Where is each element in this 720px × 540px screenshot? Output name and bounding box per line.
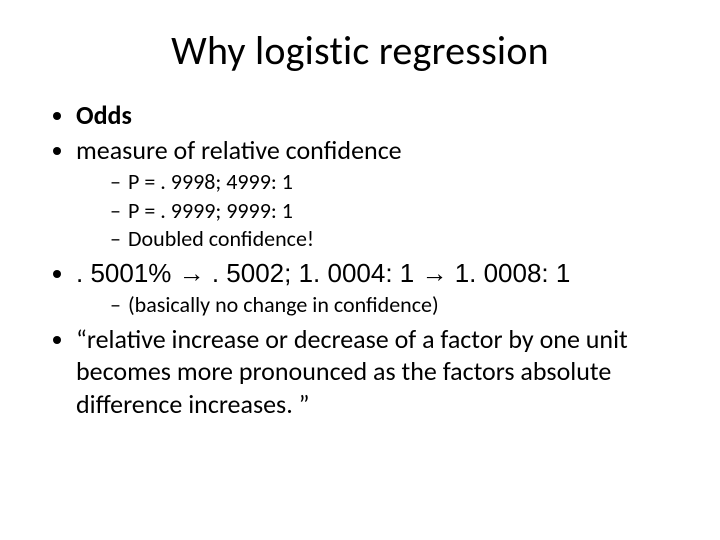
bullet-list: Odds measure of relative confidence P = … bbox=[40, 99, 680, 420]
bullet-text: Odds bbox=[76, 99, 132, 131]
sub-list-example: (basically no change in confidence) bbox=[76, 291, 680, 319]
slide: Why logistic regression Odds measure of … bbox=[0, 0, 720, 540]
bullet-quote: “relative increase or decrease of a fact… bbox=[76, 323, 680, 421]
bullet-measure: measure of relative confidence P = . 999… bbox=[76, 134, 680, 253]
sub-text: (basically no change in confidence) bbox=[128, 291, 439, 318]
sub-bullet: (basically no change in confidence) bbox=[110, 291, 680, 319]
bullet-example: . 5001% → . 5002; 1. 0004: 1 → 1. 0008: … bbox=[76, 257, 680, 319]
bullet-text: . 5001% → . 5002; 1. 0004: 1 → 1. 0008: … bbox=[76, 258, 570, 288]
sub-text: P = . 9999; 9999: 1 bbox=[128, 197, 293, 224]
bullet-text: “relative increase or decrease of a fact… bbox=[76, 323, 628, 420]
sub-bullet: P = . 9999; 9999: 1 bbox=[110, 197, 680, 225]
sub-bullet: P = . 9998; 4999: 1 bbox=[110, 168, 680, 196]
bullet-text: measure of relative confidence bbox=[76, 134, 402, 166]
sub-text: P = . 9998; 4999: 1 bbox=[128, 168, 293, 195]
slide-title: Why logistic regression bbox=[40, 26, 680, 75]
sub-list-measure: P = . 9998; 4999: 1 P = . 9999; 9999: 1 … bbox=[76, 168, 680, 253]
bullet-odds: Odds bbox=[76, 99, 680, 132]
sub-text: Doubled confidence! bbox=[128, 225, 314, 252]
sub-bullet: Doubled confidence! bbox=[110, 225, 680, 253]
